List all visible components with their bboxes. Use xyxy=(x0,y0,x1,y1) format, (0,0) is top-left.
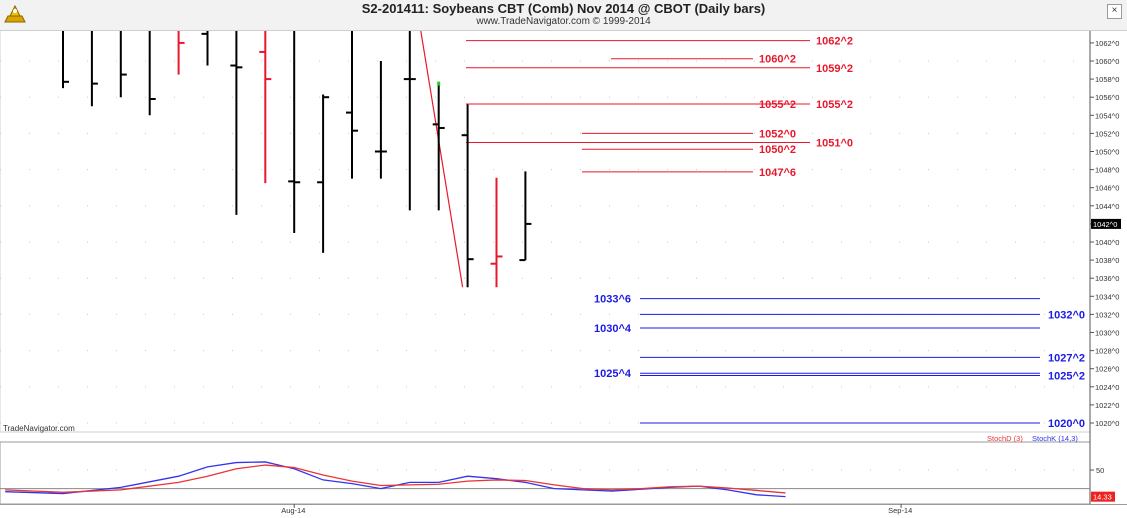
support-label: 1033^6 xyxy=(594,294,631,306)
resistance-label: 1062^2 xyxy=(816,36,853,48)
y-tick-label: 1044^0 xyxy=(1095,202,1119,211)
title-bar xyxy=(0,0,1127,31)
resistance-label: 1060^2 xyxy=(759,54,796,66)
support-label: 1025^2 xyxy=(1048,370,1085,382)
last-price-box xyxy=(1091,218,1121,229)
osc-last-box xyxy=(1091,491,1115,502)
y-tick-label: 1062^0 xyxy=(1095,39,1119,48)
y-tick-label: 1052^0 xyxy=(1095,129,1119,138)
support-label: 1032^0 xyxy=(1048,309,1085,321)
y-tick-label: 1058^0 xyxy=(1095,75,1119,84)
y-tick-label: 1026^0 xyxy=(1095,365,1119,374)
y-tick-label: 1022^0 xyxy=(1095,401,1119,410)
x-tick-label: Sep-14 xyxy=(888,506,912,515)
y-tick-label: 1032^0 xyxy=(1095,310,1119,319)
y-tick-label: 1040^0 xyxy=(1095,238,1119,247)
resistance-label: 1055^2 xyxy=(759,99,796,111)
y-tick-label: 1034^0 xyxy=(1095,292,1119,301)
resistance-label: 1055^2 xyxy=(816,99,853,111)
y-tick-label: 1038^0 xyxy=(1095,256,1119,265)
chart-title: S2-201411: Soybeans CBT (Comb) Nov 2014 … xyxy=(361,1,766,16)
y-tick-label: 1054^0 xyxy=(1095,111,1119,120)
osc-last-label: 14.33 xyxy=(1093,493,1112,502)
support-label: 1027^2 xyxy=(1048,352,1085,364)
legend-stochk: StochK (14,3) xyxy=(1032,434,1078,443)
close-button[interactable]: × xyxy=(1107,4,1122,19)
resistance-label: 1051^0 xyxy=(816,137,853,149)
chart-subtitle: www.TradeNavigator.com © 1999-2014 xyxy=(476,16,651,27)
y-tick-label: 1050^0 xyxy=(1095,148,1119,157)
y-tick-label: 1030^0 xyxy=(1095,329,1119,338)
stochastic-line xyxy=(5,461,786,498)
x-tick-label: Aug-14 xyxy=(281,506,305,515)
y-tick-label: 1048^0 xyxy=(1095,166,1119,175)
trade-navigator-logo-icon xyxy=(4,4,26,23)
last-price-label: 1042^0 xyxy=(1093,220,1117,229)
osc-tick-label: 50 xyxy=(1096,466,1104,475)
y-tick-label: 1046^0 xyxy=(1095,184,1119,193)
support-label: 1030^4 xyxy=(594,323,632,335)
oscillator-panel xyxy=(0,441,1091,505)
support-label: 1025^4 xyxy=(594,368,632,380)
y-tick-label: 1060^0 xyxy=(1095,57,1119,66)
support-label: 1020^0 xyxy=(1048,418,1085,430)
y-tick-label: 1056^0 xyxy=(1095,93,1119,102)
y-tick-label: 1024^0 xyxy=(1095,383,1119,392)
high-marker xyxy=(437,81,441,86)
watermark-text: TradeNavigator.com xyxy=(3,424,75,433)
price-panel xyxy=(0,29,1091,433)
y-tick-label: 1036^0 xyxy=(1095,274,1119,283)
stochastic-line xyxy=(5,464,786,494)
y-tick-label: 1028^0 xyxy=(1095,347,1119,356)
y-tick-label: 1020^0 xyxy=(1095,419,1119,428)
resistance-label: 1047^6 xyxy=(759,167,796,179)
resistance-label: 1050^2 xyxy=(759,144,796,156)
trendline xyxy=(419,24,464,288)
resistance-label: 1059^2 xyxy=(816,63,853,75)
legend-stochd: StochD (3) xyxy=(987,434,1023,443)
resistance-label: 1052^0 xyxy=(759,128,796,140)
